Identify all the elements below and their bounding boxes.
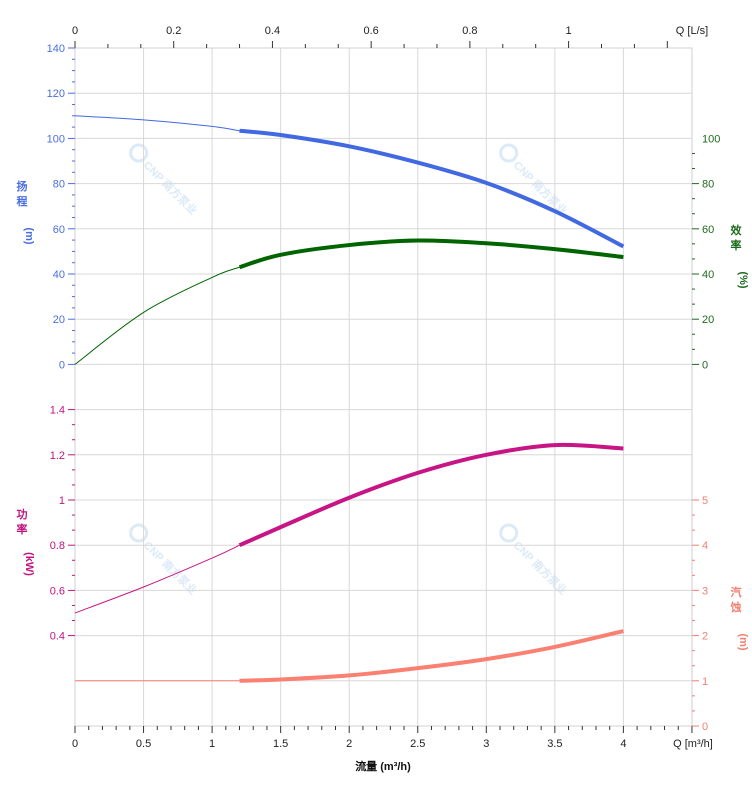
x-tick-label: 1.5 [273, 738, 288, 750]
watermark-text: CNP 南方泵业 [141, 158, 200, 217]
efficiency-axis-title-char: 效 [731, 223, 743, 237]
x2-tick-label: 0.2 [166, 25, 181, 37]
x2-tick-label: 1 [566, 25, 572, 37]
head-curve-operating [239, 128, 625, 249]
power-axis-title-char: 率 [17, 522, 28, 536]
x-unit-label: Q [m³/h] [673, 738, 713, 750]
power-tick-label: 0.8 [50, 540, 65, 552]
efficiency-tick-label: 80 [702, 179, 714, 191]
watermark-text: CNP 南方泵业 [511, 158, 570, 217]
head-tick-label: 140 [47, 43, 65, 55]
x-tick-label: 3.5 [547, 738, 562, 750]
npsh-tick-label: 0 [702, 721, 708, 733]
power-curve-extended [74, 544, 240, 614]
head-curve-extended [74, 115, 240, 132]
npsh-axis-title-unit: (m) [737, 633, 749, 650]
head-tick-label: 120 [47, 88, 65, 100]
npsh-tick-label: 1 [702, 676, 708, 688]
efficiency-axis-title-char: 率 [731, 238, 742, 252]
power-tick-label: 1.2 [50, 450, 65, 462]
power-curve-operating [238, 442, 624, 548]
watermark: CNP 南方泵业 [499, 143, 570, 217]
watermark: CNP 南方泵业 [129, 143, 200, 217]
plot-frame [74, 47, 693, 727]
head-tick-label: 0 [59, 359, 65, 371]
watermark-logo-icon [129, 523, 149, 543]
x-axis-title: 流量 (m³/h) [355, 759, 411, 773]
npsh-axis-title-char: 蚀 [730, 600, 742, 614]
watermark-logo-icon [129, 143, 149, 163]
x-tick-label: 3 [483, 738, 489, 750]
npsh-axis-title-char: 汽 [731, 585, 742, 599]
x2-tick-label: 0.4 [265, 25, 280, 37]
efficiency-curve-operating [238, 238, 624, 270]
head-tick-label: 40 [53, 269, 65, 281]
head-tick-label: 80 [53, 179, 65, 191]
watermark: CNP 南方泵业 [499, 523, 570, 597]
efficiency-tick-label: 0 [702, 359, 708, 371]
head-axis-title-unit: (m) [23, 227, 35, 244]
watermark: CNP 南方泵业 [129, 523, 200, 597]
watermark-logo-icon [499, 143, 519, 163]
head-tick-label: 20 [53, 314, 65, 326]
power-tick-label: 0.4 [50, 631, 65, 643]
x2-tick-label: 0.8 [462, 25, 477, 37]
x-tick-label: 1 [209, 738, 215, 750]
power-tick-label: 1.4 [50, 405, 65, 417]
efficiency-tick-label: 40 [702, 269, 714, 281]
x2-unit-label: Q [L/s] [676, 25, 708, 37]
x-tick-label: 0 [72, 738, 78, 750]
watermark-logo-icon [499, 523, 519, 543]
npsh-tick-label: 4 [702, 540, 708, 552]
power-axis-title-unit: (kW) [23, 552, 35, 576]
head-tick-label: 60 [53, 224, 65, 236]
efficiency-tick-label: 60 [702, 224, 714, 236]
efficiency-curve-extended [74, 266, 240, 365]
x-tick-label: 4 [620, 738, 626, 750]
x-tick-label: 0.5 [136, 738, 151, 750]
power-axis-title-char: 功 [17, 507, 28, 521]
npsh-tick-label: 3 [702, 585, 708, 597]
x-tick-label: 2 [346, 738, 352, 750]
x2-tick-label: 0.6 [364, 25, 379, 37]
power-tick-label: 1 [59, 495, 65, 507]
efficiency-tick-label: 20 [702, 314, 714, 326]
watermark-text: CNP 南方泵业 [141, 538, 200, 597]
head-axis-title-char: 程 [17, 194, 28, 208]
head-tick-label: 100 [47, 133, 65, 145]
npsh-tick-label: 2 [702, 631, 708, 643]
npsh-tick-label: 5 [702, 495, 708, 507]
npsh-curve-operating [239, 629, 624, 683]
watermark-text: CNP 南方泵业 [511, 538, 570, 597]
efficiency-axis-title-unit: (%) [737, 271, 749, 288]
x-tick-label: 2.5 [410, 738, 425, 750]
x2-tick-label: 0 [72, 25, 78, 37]
head-axis-title-char: 扬 [17, 179, 28, 193]
power-tick-label: 0.6 [50, 585, 65, 597]
efficiency-tick-label: 100 [702, 133, 720, 145]
